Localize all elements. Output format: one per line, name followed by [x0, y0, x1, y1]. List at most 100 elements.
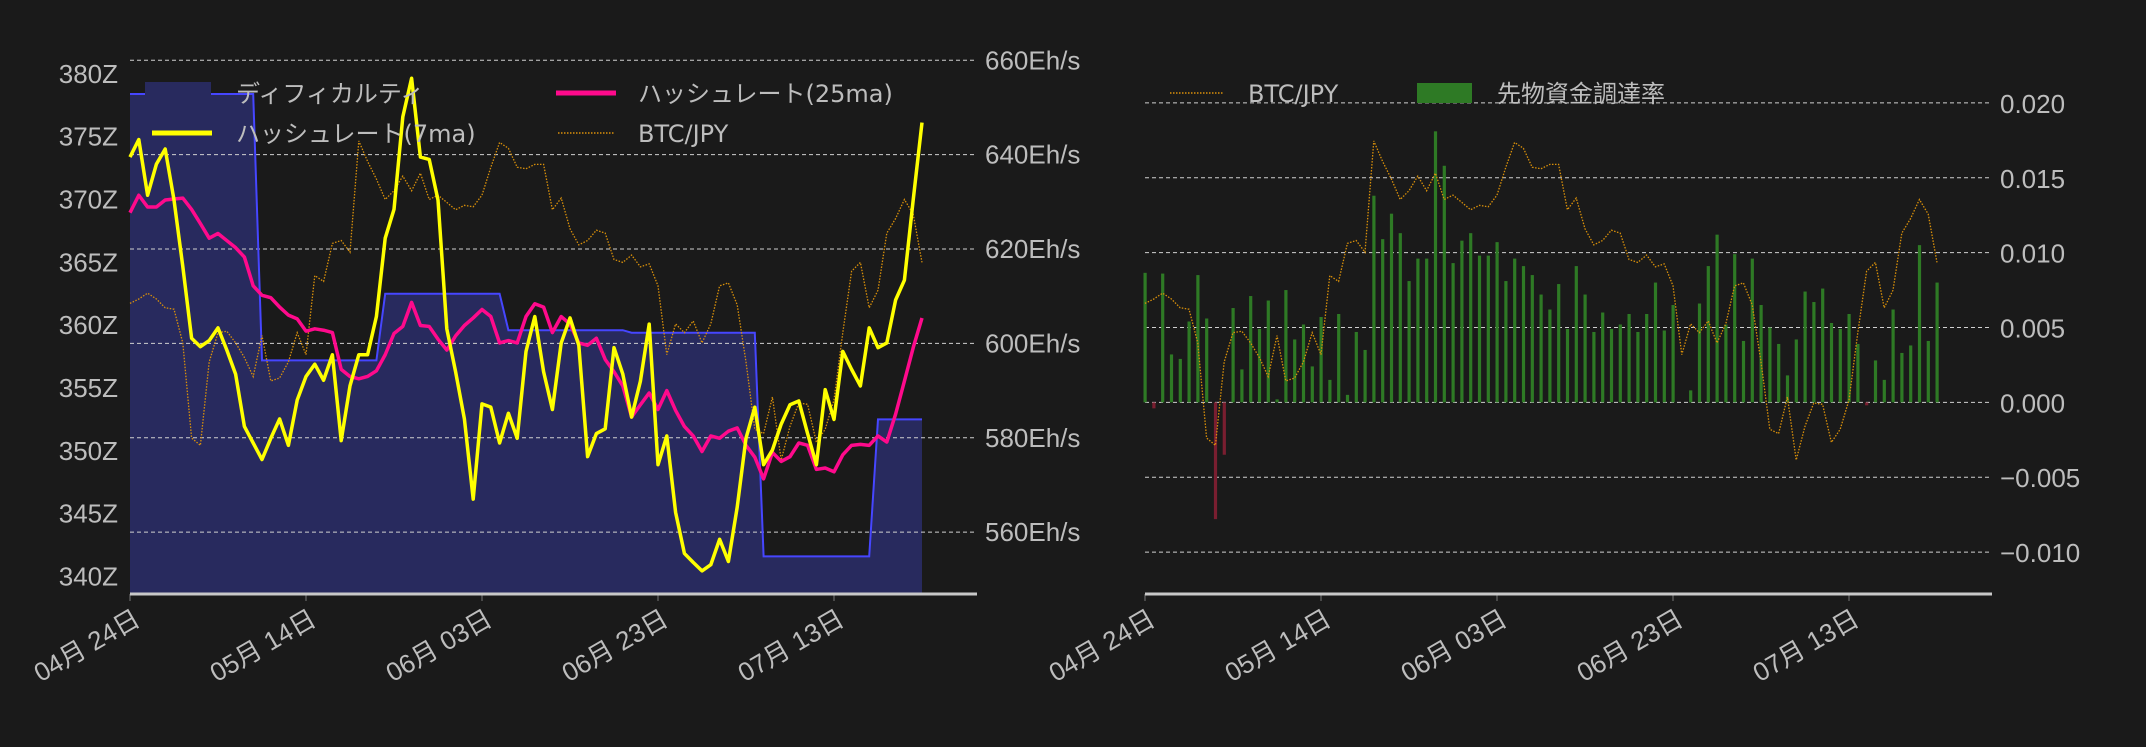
right-y-tick-label: 560Eh/s	[985, 517, 1080, 547]
funding-rate-bar	[1601, 312, 1605, 403]
funding-rate-bar	[1293, 339, 1297, 403]
right-y-tick-label: 660Eh/s	[985, 45, 1080, 75]
funding-rate-bar	[1706, 266, 1710, 403]
funding-rate-bar	[1697, 303, 1702, 403]
right-y-tick-label: 0.005	[2000, 313, 2065, 343]
funding-rate-bar	[1213, 402, 1218, 520]
funding-rate-bar	[1662, 330, 1666, 403]
x-tick-label: 06月 23日	[1572, 603, 1688, 688]
funding-rate-bar	[1794, 339, 1798, 403]
funding-rate-bar	[1733, 254, 1737, 403]
funding-rate-bar	[1513, 258, 1517, 403]
right-y-tick-label: −0.010	[2000, 538, 2080, 568]
funding-rate-bar	[1917, 245, 1922, 403]
legend-btc-label: BTC/JPY	[638, 120, 729, 148]
funding-rate-bar	[1205, 318, 1209, 403]
left-y-tick-label: 375Z	[59, 122, 118, 152]
funding-rate-bar	[1240, 369, 1244, 403]
left-y-tick-label: 360Z	[59, 310, 118, 340]
right-y-tick-label: 620Eh/s	[985, 234, 1080, 264]
funding-rate-bar	[1284, 290, 1288, 403]
funding-rate-bar	[1856, 343, 1860, 403]
funding-rate-bar	[1337, 314, 1341, 403]
funding-rate-bar	[1477, 255, 1482, 403]
funding-rate-bar	[1486, 255, 1490, 403]
funding-rate-bar	[1389, 213, 1394, 403]
x-tick-label: 04月 24日	[29, 603, 145, 688]
funding-rate-bar	[1442, 165, 1446, 403]
legend-difficulty-swatch	[145, 82, 211, 102]
right-y-tick-label: 0.015	[2000, 164, 2065, 194]
funding-rate-bar	[1249, 296, 1253, 403]
btc-jpy-line	[129, 140, 923, 461]
hashrate-7ma-line	[128, 76, 924, 573]
funding-rate-bar	[1161, 273, 1165, 403]
funding-rate-bar	[1785, 375, 1790, 403]
funding-rate-bar	[1900, 352, 1904, 403]
funding-rate-bar	[1838, 328, 1842, 403]
left-y-tick-label: 370Z	[59, 185, 118, 215]
x-tick-label: 06月 03日	[1396, 603, 1512, 688]
funding-rate-bar	[1504, 281, 1508, 403]
funding-rate-bar	[1847, 314, 1851, 403]
funding-rate-bar	[1565, 328, 1570, 403]
funding-rate-bar	[1495, 242, 1499, 403]
right-y-tick-label: −0.005	[2000, 463, 2080, 493]
funding-rate-bar	[1768, 327, 1772, 403]
funding-rate-bar	[1689, 390, 1693, 403]
x-tick-label: 07月 13日	[1748, 603, 1864, 688]
right-y-tick-label: 0.010	[2000, 239, 2065, 269]
funding-rate-bar	[1935, 282, 1939, 403]
left-y-tick-label: 345Z	[59, 499, 118, 529]
funding-rate-bar	[1645, 314, 1649, 403]
funding-rate-bar	[1231, 308, 1235, 403]
funding-rate-bar	[1451, 263, 1455, 403]
funding-rate-bar	[1222, 402, 1226, 455]
x-tick-label: 05月 14日	[205, 603, 321, 688]
x-tick-label: 05月 14日	[1220, 603, 1336, 688]
funding-rate-bar	[1803, 291, 1807, 403]
funding-rate-bar	[1812, 302, 1816, 403]
hashrate-difficulty-chart: 660Eh/s 640Eh/s 620Eh/s 600Eh/s 580Eh/s 560Eh…	[29, 45, 1081, 687]
funding-rate-bar	[1433, 131, 1438, 403]
funding-rate-bar	[1926, 340, 1930, 403]
funding-rate-bar	[1328, 379, 1332, 403]
funding-rate-bar	[1865, 402, 1869, 406]
funding-rate-bar	[1671, 305, 1675, 403]
funding-rate-bar	[1425, 258, 1429, 403]
funding-rate-bar	[1275, 399, 1279, 403]
x-tick-label: 04月 24日	[1044, 603, 1160, 688]
x-tick-label: 07月 13日	[733, 603, 849, 688]
funding-rate-bar	[1636, 331, 1640, 403]
funding-rate-bar	[1345, 394, 1350, 403]
legend-funding-label: 先物資金調達率	[1497, 80, 1665, 108]
funding-rate-bar	[1821, 288, 1825, 403]
funding-rate-bar	[1521, 266, 1526, 403]
funding-rate-bar	[1469, 233, 1473, 403]
funding-rate-bar	[1310, 366, 1314, 403]
funding-rate-bar	[1257, 328, 1262, 403]
funding-rate-bar	[1653, 282, 1658, 403]
funding-rate-bar	[1416, 258, 1420, 403]
funding-rate-bar	[1539, 294, 1543, 403]
funding-rate-bar	[1609, 328, 1614, 403]
funding-rate-bar	[1583, 294, 1587, 403]
funding-rate-bar	[1627, 314, 1631, 403]
funding-rate-bar	[1715, 234, 1719, 403]
funding-rate-chart: 0.020 0.015 0.010 0.005 0.000 −0.005 −0.010 04月…	[1044, 89, 2081, 688]
x-tick-label: 06月 23日	[557, 603, 673, 688]
funding-rate-bar	[1741, 340, 1746, 403]
funding-rate-bar	[1407, 281, 1411, 403]
left-y-tick-label: 380Z	[59, 59, 118, 89]
right-y-tick-label: 0.000	[2000, 388, 2065, 418]
funding-rate-bar	[1557, 284, 1561, 403]
funding-rate-bar	[1618, 324, 1622, 403]
funding-rate-bar	[1372, 195, 1376, 403]
funding-rate-bar	[1143, 272, 1147, 403]
legend-funding-swatch	[1417, 83, 1472, 103]
funding-rate-bar	[1574, 266, 1578, 403]
legend-hash7-label: ハッシュレート(7ma)	[236, 120, 476, 148]
funding-rate-bar	[1381, 239, 1385, 403]
funding-rate-bar	[1891, 309, 1895, 403]
legend-difficulty-label: ディフィカルティ	[236, 80, 424, 108]
